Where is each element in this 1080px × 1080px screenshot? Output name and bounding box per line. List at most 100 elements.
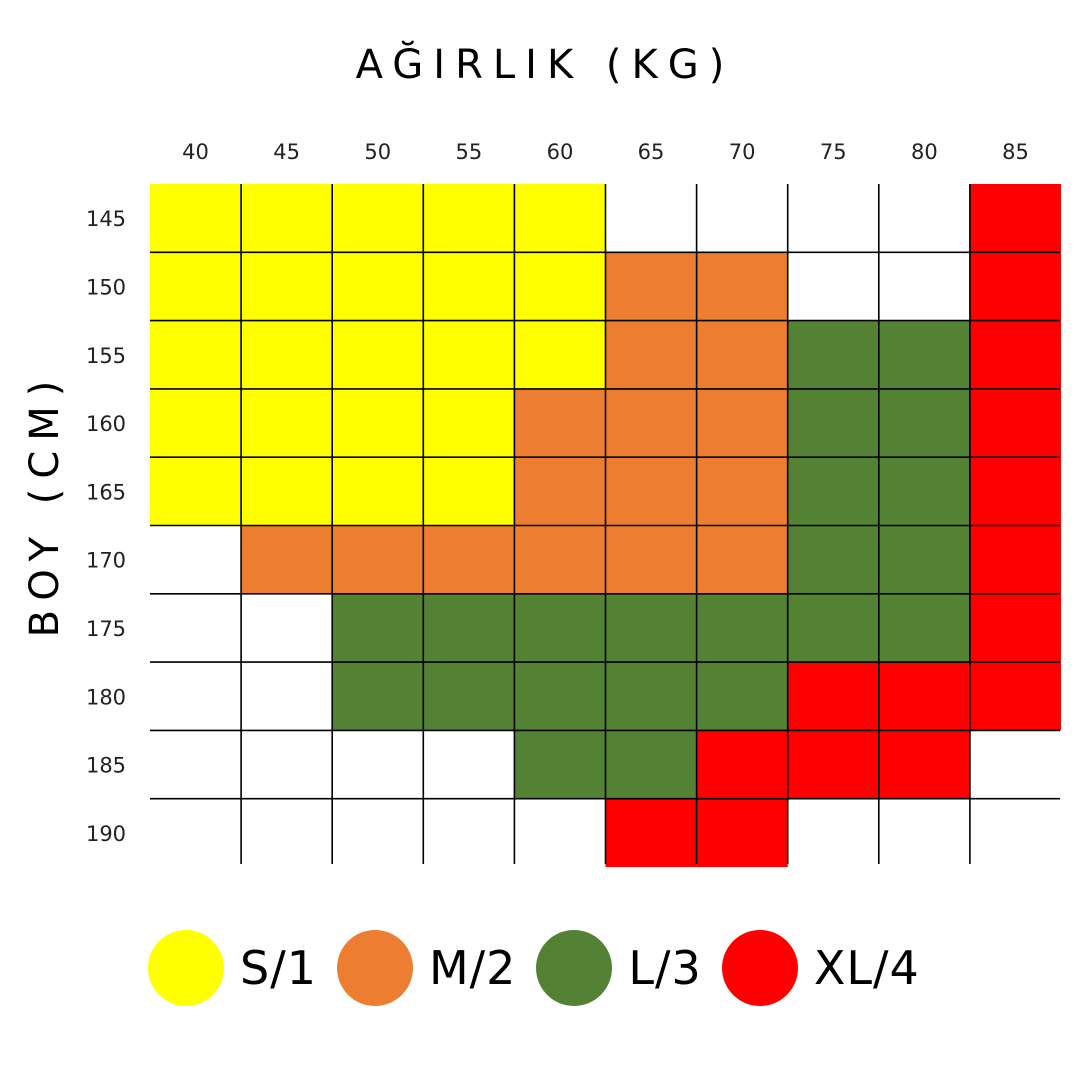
cell-170-65 xyxy=(605,525,697,594)
legend-item-l: L/3 xyxy=(536,930,701,1006)
cell-180-50 xyxy=(332,662,424,731)
cell-165-50 xyxy=(332,457,424,526)
cell-185-70 xyxy=(696,730,788,799)
y-tick-185: 185 xyxy=(86,754,126,778)
cell-150-45 xyxy=(241,252,333,321)
x-tick-40: 40 xyxy=(182,140,209,164)
cell-160-60 xyxy=(514,388,606,458)
cell-165-65 xyxy=(605,457,697,526)
cell-170-50 xyxy=(332,525,424,594)
legend-swatch xyxy=(536,930,613,1006)
cell-175-70 xyxy=(696,593,788,663)
legend: S/1 M/2 L/3 XL/4 xyxy=(148,930,940,1006)
cell-150-65 xyxy=(605,252,697,321)
cell-165-70 xyxy=(696,457,788,526)
x-tick-75: 75 xyxy=(820,140,847,164)
cell-145-45 xyxy=(241,184,333,253)
y-tick-165: 165 xyxy=(86,480,126,504)
cell-175-80 xyxy=(878,593,970,663)
legend-label: L/3 xyxy=(628,941,702,995)
cell-160-80 xyxy=(878,388,970,458)
cell-180-55 xyxy=(423,662,515,731)
cell-170-70 xyxy=(696,525,788,594)
cell-175-55 xyxy=(423,593,515,663)
cell-145-50 xyxy=(332,184,424,253)
cell-145-40 xyxy=(150,184,242,253)
cell-180-75 xyxy=(787,662,879,731)
y-tick-170: 170 xyxy=(86,549,126,573)
cell-160-45 xyxy=(241,388,333,458)
cell-155-65 xyxy=(605,320,697,389)
cell-185-80 xyxy=(878,730,970,799)
cell-175-65 xyxy=(605,593,697,663)
cell-185-75 xyxy=(787,730,879,799)
cell-160-75 xyxy=(787,388,879,458)
cell-145-60 xyxy=(514,184,606,253)
cell-165-45 xyxy=(241,457,333,526)
cell-165-80 xyxy=(878,457,970,526)
cell-190-65 xyxy=(605,798,697,867)
cell-160-85 xyxy=(969,388,1061,458)
legend-label: XL/4 xyxy=(813,941,920,995)
cell-145-85 xyxy=(969,184,1061,253)
cell-150-50 xyxy=(332,252,424,321)
cell-155-75 xyxy=(787,320,879,389)
legend-label: M/2 xyxy=(428,941,517,995)
cell-170-60 xyxy=(514,525,606,594)
legend-item-xl: XL/4 xyxy=(721,930,920,1006)
x-tick-65: 65 xyxy=(638,140,665,164)
cell-185-65 xyxy=(605,730,697,799)
cell-175-85 xyxy=(969,593,1061,663)
cell-170-45 xyxy=(241,525,333,594)
cell-155-85 xyxy=(969,320,1061,389)
cell-165-85 xyxy=(969,457,1061,526)
y-tick-145: 145 xyxy=(86,207,126,231)
cell-150-60 xyxy=(514,252,606,321)
legend-item-s: S/1 xyxy=(148,930,317,1006)
x-tick-55: 55 xyxy=(455,140,482,164)
cell-155-45 xyxy=(241,320,333,389)
cell-150-70 xyxy=(696,252,788,321)
legend-swatch xyxy=(336,930,413,1006)
x-axis-title: AĞIRLIK (KG) xyxy=(355,42,735,88)
cell-150-55 xyxy=(423,252,515,321)
cell-170-85 xyxy=(969,525,1061,594)
legend-item-m: M/2 xyxy=(336,930,517,1006)
legend-label: S/1 xyxy=(240,941,317,995)
x-tick-45: 45 xyxy=(273,140,300,164)
cell-150-85 xyxy=(969,252,1061,321)
cell-180-65 xyxy=(605,662,697,731)
cell-185-60 xyxy=(514,730,606,799)
cell-160-70 xyxy=(696,388,788,458)
cell-155-50 xyxy=(332,320,424,389)
cell-155-70 xyxy=(696,320,788,389)
cell-165-40 xyxy=(150,457,242,526)
cell-180-80 xyxy=(878,662,970,731)
x-tick-60: 60 xyxy=(547,140,574,164)
y-tick-155: 155 xyxy=(86,344,126,368)
cell-160-40 xyxy=(150,388,242,458)
cell-165-75 xyxy=(787,457,879,526)
y-tick-180: 180 xyxy=(86,685,126,709)
cell-145-55 xyxy=(423,184,515,253)
legend-swatch xyxy=(148,930,224,1006)
y-tick-150: 150 xyxy=(86,275,126,299)
cell-155-60 xyxy=(514,320,606,389)
y-tick-190: 190 xyxy=(86,822,126,846)
y-tick-160: 160 xyxy=(86,412,126,436)
cell-175-75 xyxy=(787,593,879,663)
cell-190-70 xyxy=(696,798,788,867)
cell-150-40 xyxy=(150,252,242,321)
cell-160-65 xyxy=(605,388,697,458)
x-tick-85: 85 xyxy=(1002,140,1029,164)
cell-180-70 xyxy=(696,662,788,731)
size-chart-grid: 40 45 50 55 60 65 70 75 80 85 145 150 155 160 165 170 17… xyxy=(86,140,1061,867)
cell-180-60 xyxy=(514,662,606,731)
cell-155-40 xyxy=(150,320,242,389)
cell-170-55 xyxy=(423,525,515,594)
x-tick-70: 70 xyxy=(729,140,756,164)
cell-165-60 xyxy=(514,457,606,526)
cell-180-85 xyxy=(969,662,1061,731)
cell-165-55 xyxy=(423,457,515,526)
x-tick-80: 80 xyxy=(911,140,938,164)
